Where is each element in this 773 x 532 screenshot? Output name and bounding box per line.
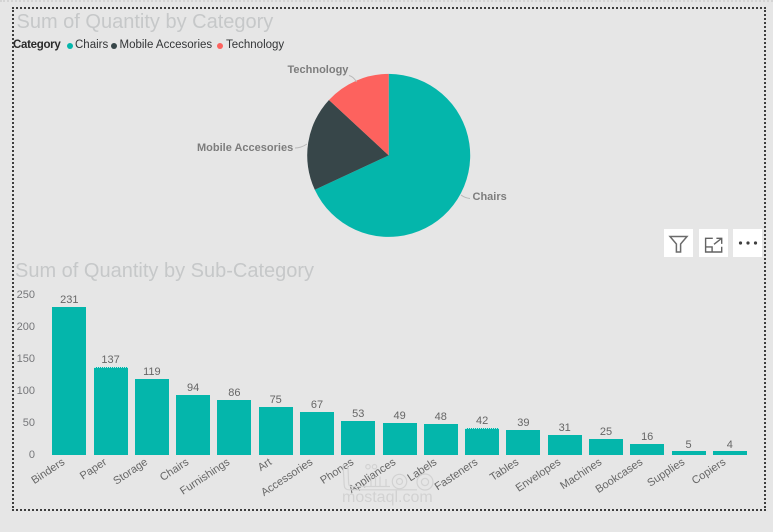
svg-text:mostaql.com: mostaql.com <box>342 489 433 506</box>
